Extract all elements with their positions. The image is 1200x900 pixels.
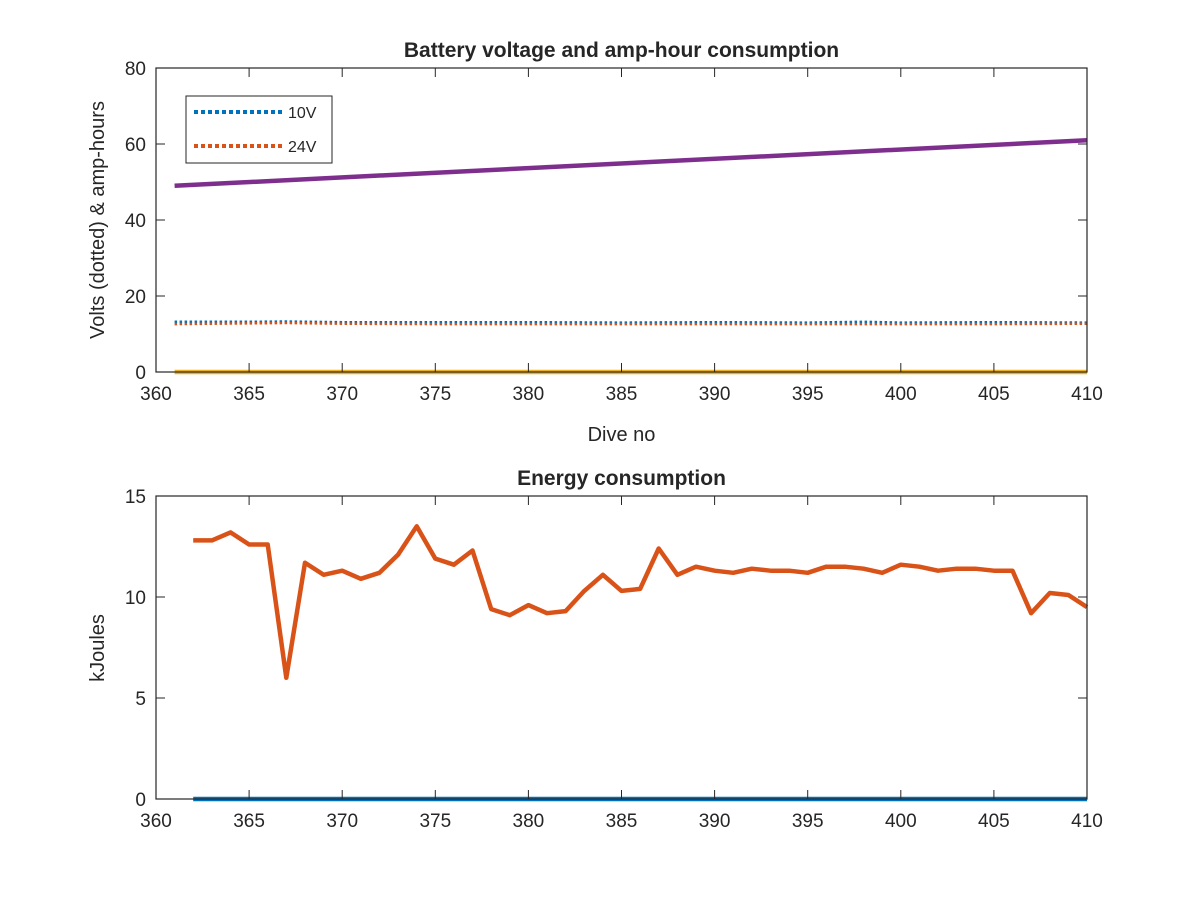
- energy-y-tick-label: 10: [125, 588, 146, 609]
- legend-label-24v: 24V: [288, 139, 317, 156]
- legend-label-10v: 10V: [288, 105, 317, 122]
- energy-ticks: 360 365 370 375 380 385 390 395 400 405 410 0 5 10 15: [125, 487, 1103, 832]
- energy-x-tick-label: 365: [233, 811, 265, 832]
- energy-y-tick-label: 15: [125, 487, 146, 508]
- battery-x-axis-label: Dive no: [588, 424, 656, 446]
- battery-x-tick-label: 395: [792, 384, 824, 405]
- battery-chart-title: Battery voltage and amp-hour consumption: [404, 39, 839, 62]
- battery-y-tick-label: 60: [125, 135, 146, 156]
- battery-x-tick-label: 400: [885, 384, 917, 405]
- battery-ticks: 360 365 370 375 380 385 390 395 400 405 410 0 20 40 60…: [125, 59, 1103, 405]
- energy-y-tick-label: 0: [135, 790, 146, 811]
- battery-x-tick-label: 380: [513, 384, 545, 405]
- battery-series-line-2: [174, 137, 1088, 189]
- battery-x-tick-label: 410: [1071, 384, 1103, 405]
- energy-x-tick-label: 385: [606, 811, 638, 832]
- energy-consumption-panel: 360 365 370 375 380 385 390 395 400 405 410051015 …: [87, 467, 1103, 832]
- battery-series-line-24v: [174, 321, 1088, 326]
- battery-y-tick-label: 0: [135, 363, 146, 384]
- energy-y-tick-label: 5: [135, 689, 146, 710]
- energy-x-tick-label: 360: [140, 811, 172, 832]
- battery-y-axis-label: Volts (dotted) & amp-hours: [87, 101, 109, 339]
- battery-x-tick-label: 375: [419, 384, 451, 405]
- battery-x-tick-label: 360: [140, 384, 172, 405]
- battery-x-tick-label: 385: [606, 384, 638, 405]
- battery-x-tick-label: 370: [326, 384, 358, 405]
- energy-x-tick-label: 390: [699, 811, 731, 832]
- energy-chart-title: Energy consumption: [517, 467, 726, 490]
- battery-y-tick-label: 40: [125, 211, 146, 232]
- battery-x-tick-label: 390: [699, 384, 731, 405]
- battery-legend: 10V 24V: [185, 95, 333, 164]
- energy-x-tick-label: 400: [885, 811, 917, 832]
- battery-series-line-10v: [174, 320, 1088, 324]
- energy-x-tick-label: 380: [513, 811, 545, 832]
- energy-x-tick-label: 405: [978, 811, 1010, 832]
- energy-series-line-0: [193, 524, 1089, 681]
- energy-x-tick-label: 370: [326, 811, 358, 832]
- legend-box: [185, 95, 333, 164]
- energy-x-tick-label: 410: [1071, 811, 1103, 832]
- energy-x-tick-label: 375: [419, 811, 451, 832]
- energy-x-tick-label: 395: [792, 811, 824, 832]
- battery-x-tick-label: 405: [978, 384, 1010, 405]
- battery-y-tick-label: 20: [125, 287, 146, 308]
- battery-x-tick-label: 365: [233, 384, 265, 405]
- energy-y-axis-label: kJoules: [87, 614, 109, 682]
- battery-y-tick-label: 80: [125, 59, 146, 80]
